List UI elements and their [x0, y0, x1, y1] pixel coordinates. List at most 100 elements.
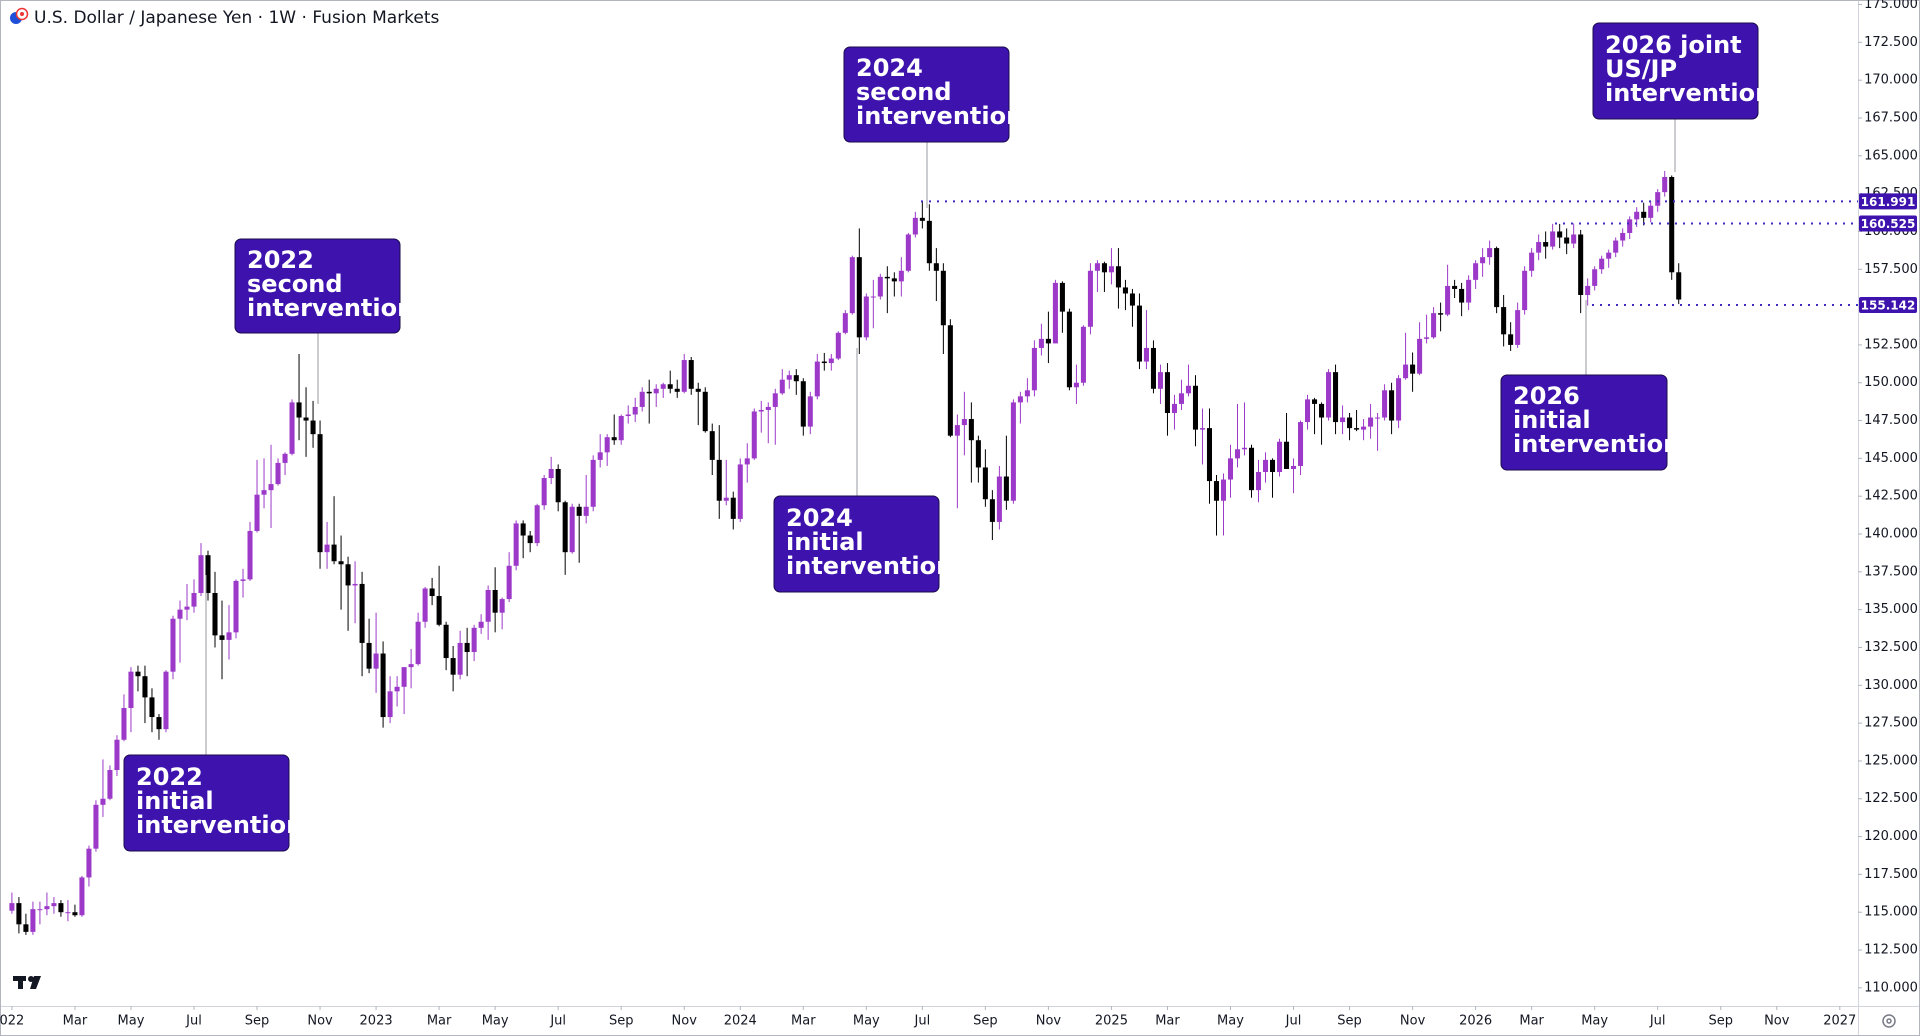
candle-body: [191, 593, 197, 607]
candle-body: [639, 391, 645, 407]
candle-body: [814, 361, 820, 397]
candle-body: [933, 263, 939, 271]
candle-body: [1508, 334, 1514, 345]
candle-body: [912, 217, 918, 235]
candle-body: [863, 296, 869, 338]
y-tick-label: 110.000: [1864, 980, 1918, 995]
candle-body: [240, 579, 246, 581]
candle-body: [856, 257, 862, 338]
candle-body: [1052, 282, 1058, 344]
candle-body: [1571, 234, 1577, 244]
candle-body: [1143, 347, 1149, 362]
candle-body: [569, 506, 575, 553]
candle-body: [366, 642, 372, 669]
candle-body: [1417, 338, 1423, 374]
candle-body: [345, 564, 351, 586]
candle-body: [1094, 263, 1100, 271]
candle-body: [989, 499, 995, 522]
candle-body: [849, 257, 855, 314]
annotation-text: second: [247, 270, 343, 298]
candle-body: [737, 464, 743, 519]
x-tick-label: 2025: [1095, 1014, 1128, 1029]
candle-body: [1066, 311, 1072, 388]
candle-body: [1248, 447, 1255, 491]
annotation-box: [1500, 374, 1668, 471]
y-tick-label: 112.500: [1864, 943, 1918, 958]
candle-body: [821, 361, 827, 364]
candle-body: [107, 770, 113, 799]
candle-body: [380, 653, 386, 718]
candle-body: [156, 717, 162, 730]
candle-body: [338, 561, 344, 565]
candle-body: [233, 580, 239, 633]
annotation-box: [234, 238, 401, 334]
x-tick-label: 2026: [1459, 1014, 1492, 1029]
x-tick-label: Nov: [1400, 1014, 1426, 1029]
x-tick-label: May: [118, 1014, 145, 1029]
candle-body: [23, 924, 29, 932]
candle-body: [1641, 211, 1647, 218]
annotation: 2026 initial intervention: [1500, 300, 1680, 471]
annotation-box: [1592, 22, 1759, 120]
candle-body: [1164, 372, 1170, 413]
candle-body: [520, 523, 526, 536]
x-tick-label: Mar: [791, 1014, 816, 1029]
x-tick-label: 2024: [724, 1014, 757, 1029]
candle-body: [506, 565, 512, 600]
y-tick-label: 157.500: [1864, 262, 1918, 277]
candle-body: [1655, 192, 1661, 206]
settings-icon[interactable]: [1882, 1014, 1896, 1028]
gear-outer[interactable]: [1882, 1014, 1896, 1028]
candle-body: [842, 313, 848, 333]
y-tick-label: 135.000: [1864, 602, 1918, 617]
annotation-text: US/JP: [1605, 55, 1677, 83]
candle-body: [1403, 364, 1409, 379]
candle-body: [1606, 252, 1612, 259]
candle-body: [905, 234, 911, 271]
candle-body: [37, 909, 43, 911]
candle-body: [492, 589, 498, 613]
candle-body: [1361, 426, 1367, 430]
candle-body: [765, 406, 771, 410]
candle-body: [1347, 417, 1353, 429]
candle-body: [786, 375, 792, 380]
candle-body: [1087, 270, 1093, 327]
y-tick-label: 142.500: [1864, 489, 1918, 504]
candle-body: [499, 599, 505, 613]
candle-body: [352, 583, 358, 586]
annotation: 2024 second intervention: [843, 46, 1023, 208]
candle-body: [44, 906, 50, 910]
y-tick-label: 115.000: [1864, 905, 1918, 920]
gear-inner[interactable]: [1886, 1018, 1892, 1024]
x-tick-label: Sep: [609, 1014, 634, 1029]
candle-body: [1515, 310, 1521, 345]
annotation-text: intervention: [786, 552, 953, 580]
candle-body: [772, 393, 778, 407]
x-tick-label: Mar: [1519, 1014, 1544, 1029]
candle-body: [1634, 211, 1640, 220]
candle-body: [1003, 476, 1009, 501]
candle-body: [1599, 258, 1605, 270]
candle-body: [1178, 393, 1184, 404]
candle-body: [646, 391, 652, 394]
candle-body: [436, 596, 442, 625]
candle-body: [954, 425, 960, 436]
x-tick-label: Jul: [914, 1014, 931, 1029]
candle-body: [1382, 390, 1388, 418]
candle-body: [177, 609, 183, 619]
candle-body: [1501, 307, 1507, 335]
candle-body: [296, 402, 302, 418]
candle-body: [1536, 242, 1542, 253]
annotation-text: 2022: [247, 246, 314, 274]
candle-body: [1101, 263, 1107, 273]
candle-body: [1213, 481, 1220, 501]
y-tick-label: 122.500: [1864, 791, 1918, 806]
candle-body: [149, 697, 155, 718]
y-tick-label: 170.000: [1864, 73, 1918, 88]
candle-body: [1578, 234, 1584, 295]
candle-body: [653, 388, 659, 394]
candle-body: [996, 476, 1002, 522]
candle-body: [135, 671, 141, 677]
annotation-text: intervention: [856, 102, 1023, 130]
candle-body: [429, 588, 435, 597]
